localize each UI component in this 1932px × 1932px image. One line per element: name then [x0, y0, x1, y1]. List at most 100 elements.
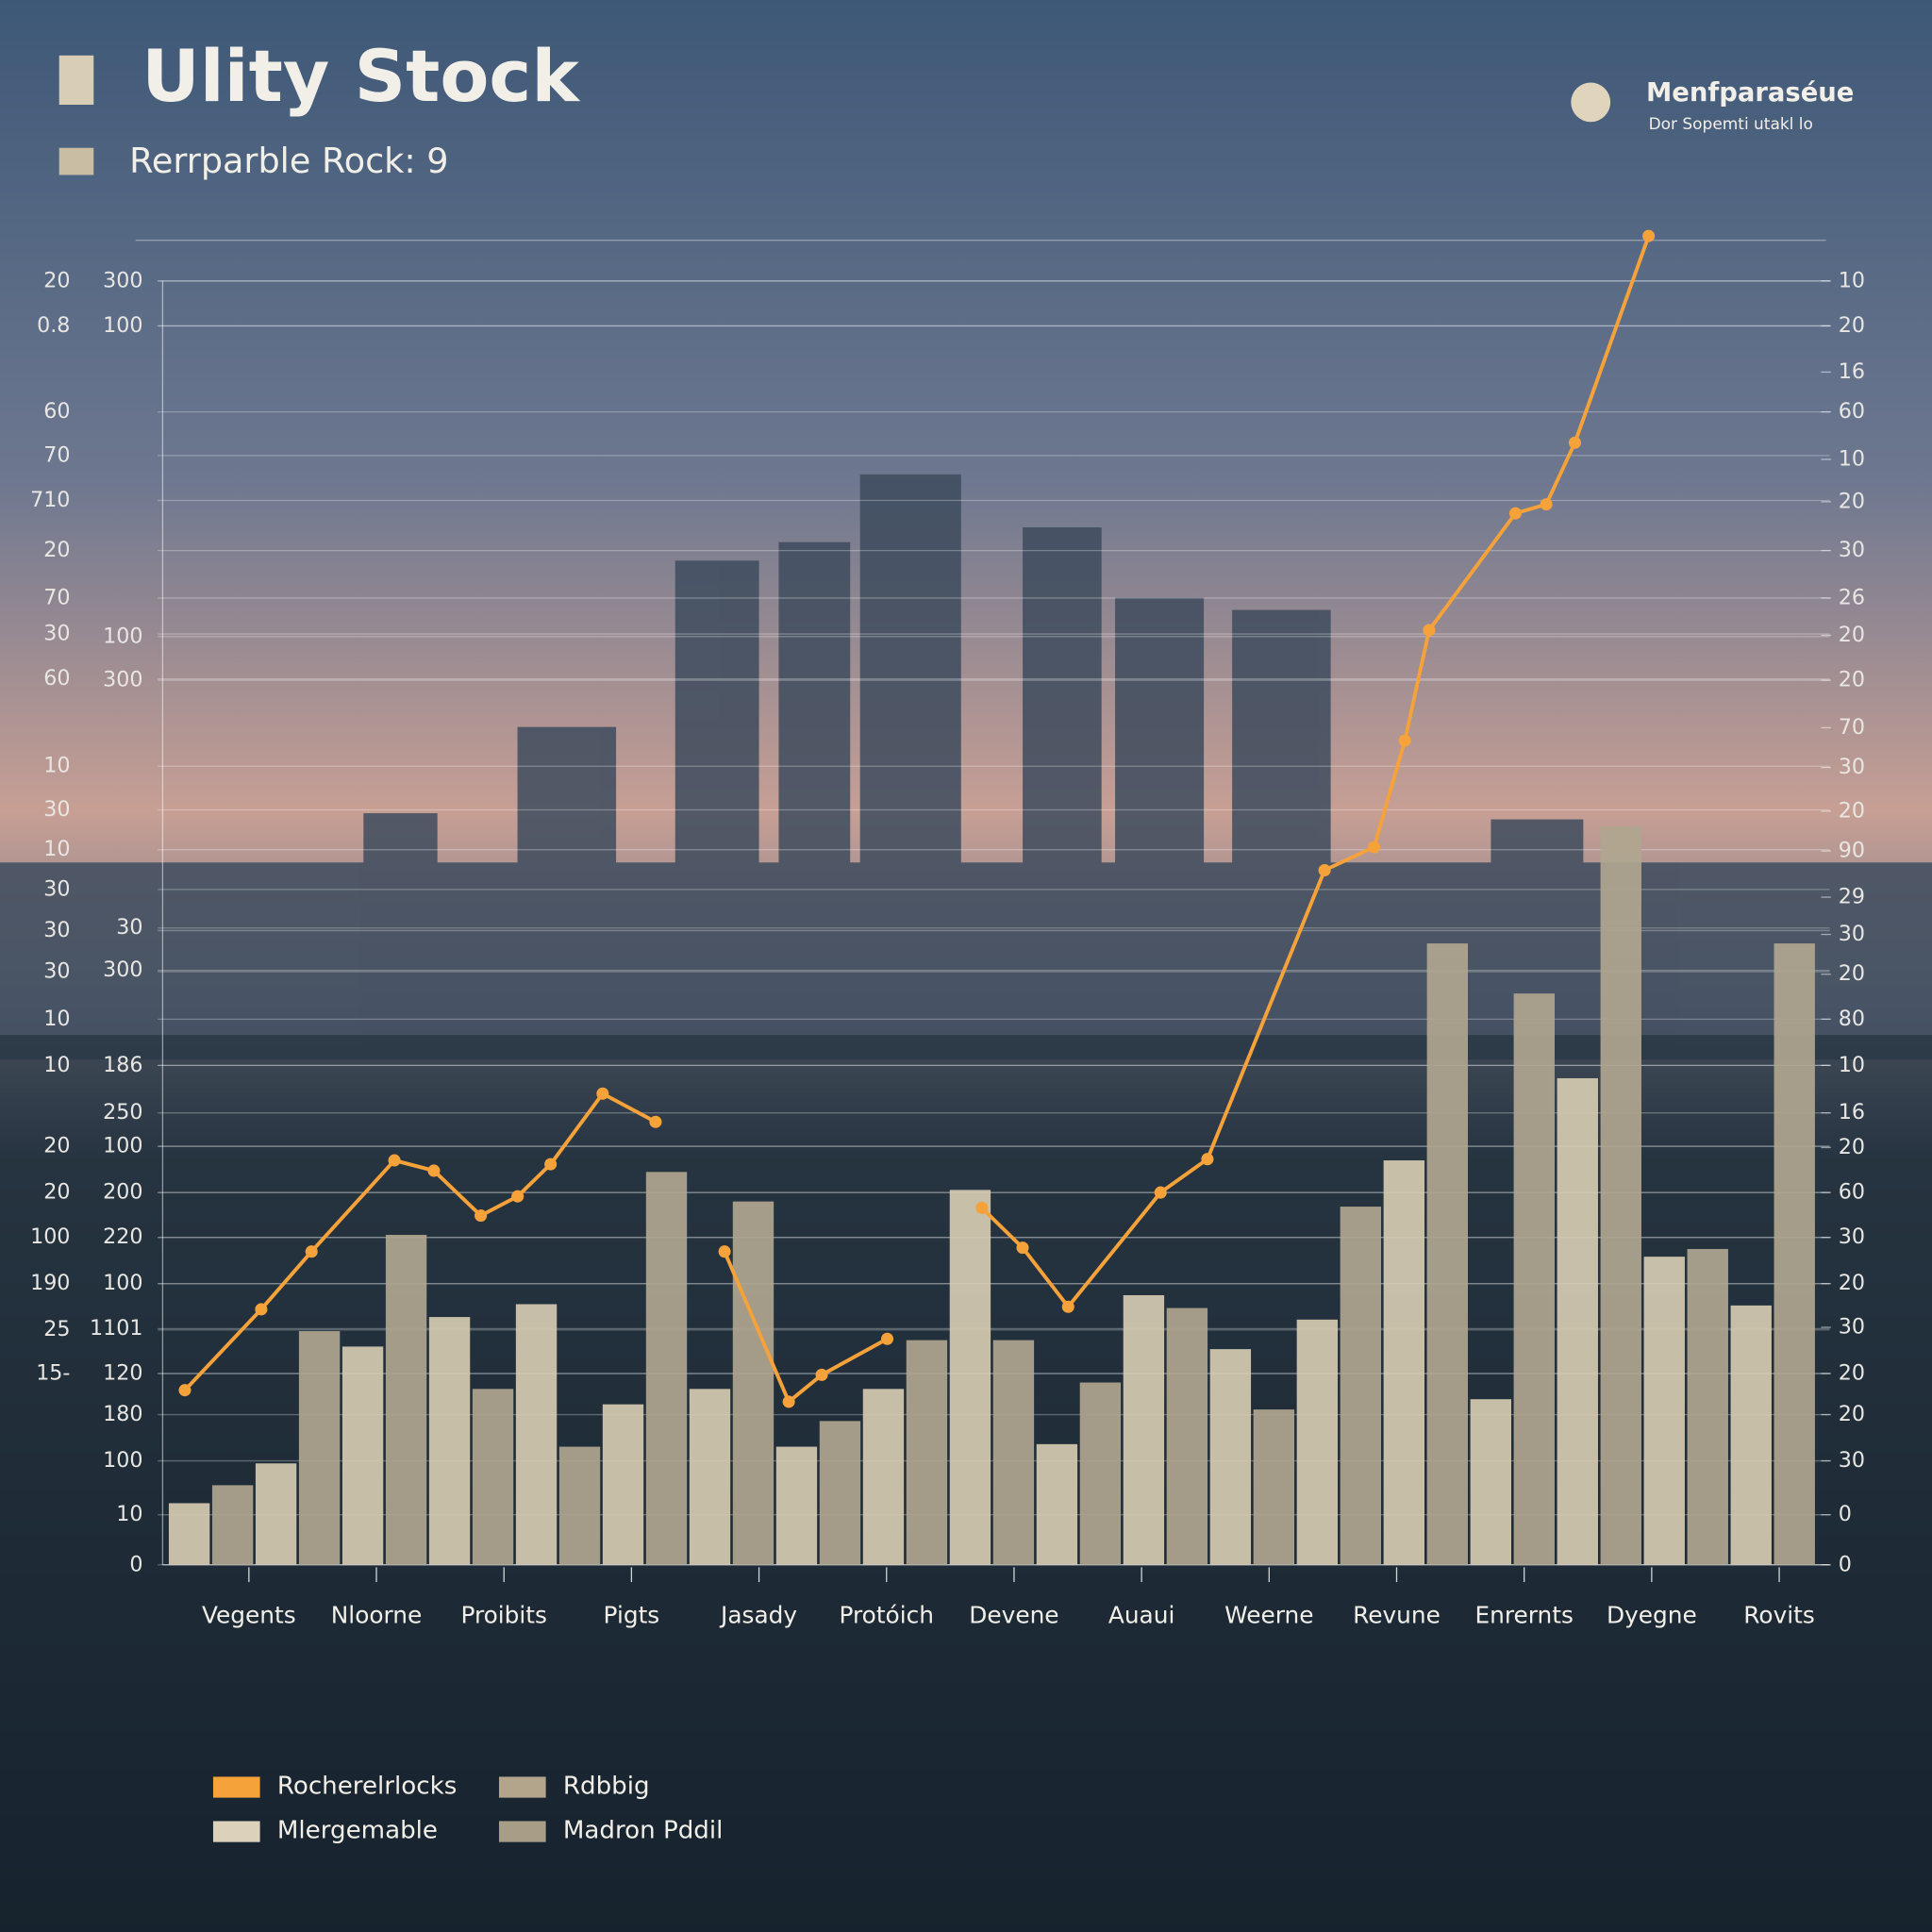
y-tick-label: 30: [1839, 1448, 1865, 1473]
badge-subtitle: Dor Sopemti utakl lo: [1649, 115, 1813, 134]
x-tick-label: Pigts: [604, 1602, 660, 1629]
y-tick-label: 100: [103, 1134, 142, 1158]
bar: [341, 1346, 384, 1565]
chart-title: Ulity Stock: [142, 35, 580, 118]
line-point: [718, 1245, 731, 1258]
x-tick-label: Protóich: [840, 1602, 934, 1629]
y-tick-label: 20: [43, 538, 70, 562]
y-tick-label: 10: [43, 1007, 70, 1031]
bar: [428, 1317, 471, 1565]
bar: [775, 1446, 818, 1565]
y-tick-label: 10: [43, 1053, 70, 1077]
title-icon: [58, 55, 94, 106]
legend-swatch: [498, 1821, 546, 1842]
bar: [1253, 1409, 1295, 1565]
y-tick-label: 16: [1839, 359, 1865, 384]
line-point: [1568, 436, 1581, 449]
y-tick-label: 220: [103, 1224, 142, 1249]
y-tick-label: 10: [1839, 1053, 1865, 1077]
bar: [1383, 1160, 1425, 1565]
line-point: [1201, 1153, 1214, 1166]
bar: [992, 1340, 1035, 1565]
y-tick-label: 20: [43, 268, 70, 292]
y-tick-label: 186: [103, 1053, 142, 1077]
line-point: [1154, 1186, 1167, 1199]
line-point: [305, 1245, 318, 1258]
y-tick-label: 60: [43, 666, 70, 691]
y-tick-label: 30: [43, 918, 70, 942]
y-tick-label: 20: [43, 1134, 70, 1158]
y-tick-label: 0.8: [37, 313, 70, 338]
y-tick-label: 100: [103, 1271, 142, 1295]
y-tick-label: 10: [43, 754, 70, 778]
y-tick-label: 20: [1839, 1271, 1865, 1295]
line-point: [544, 1158, 558, 1171]
y-tick-label: 30: [1839, 1314, 1865, 1339]
bar: [1513, 993, 1555, 1565]
line-point: [1540, 498, 1553, 511]
y-tick-label: 20: [1839, 798, 1865, 823]
y-tick-label: 20: [1839, 1360, 1865, 1385]
x-tick-label: Auaui: [1108, 1602, 1174, 1629]
y-tick-label: 300: [103, 958, 142, 982]
y-tick-label: 10: [1839, 446, 1865, 471]
y-tick-label: 250: [103, 1100, 142, 1124]
y-tick-label: 30: [116, 915, 142, 940]
line-point: [1367, 841, 1381, 854]
line-point: [511, 1190, 525, 1203]
line-point: [475, 1209, 488, 1223]
legend-label: Mlergemable: [277, 1816, 438, 1844]
legend-label: Madron Pddil: [563, 1816, 723, 1844]
bar: [1643, 1257, 1685, 1565]
y-tick-label: 20: [1839, 1135, 1865, 1159]
y-tick-label: 26: [1839, 585, 1865, 609]
bar: [645, 1172, 688, 1565]
bar: [211, 1485, 254, 1565]
badge-icon: [1571, 82, 1611, 123]
x-tick-label: Nloorne: [331, 1602, 423, 1629]
bar: [1426, 943, 1469, 1565]
y-tick-label: 20: [1839, 313, 1865, 338]
x-tick-label: Enrernts: [1474, 1602, 1573, 1629]
line-point: [782, 1395, 795, 1408]
line-point: [1508, 507, 1522, 520]
line-point: [880, 1332, 894, 1345]
line-point: [255, 1303, 268, 1316]
line-point: [178, 1384, 192, 1397]
bar: [168, 1503, 210, 1565]
x-tick-label: Dyegne: [1607, 1602, 1697, 1629]
y-tick-label: 90: [1839, 839, 1865, 863]
y-tick-label: 1101: [90, 1316, 142, 1341]
line-point: [1642, 229, 1656, 242]
line-point: [649, 1115, 662, 1128]
y-tick-label: 10: [116, 1502, 142, 1526]
y-tick-label: 100: [103, 624, 142, 648]
line-point: [1016, 1241, 1029, 1255]
line-point: [596, 1087, 609, 1100]
y-tick-label: 180: [103, 1402, 142, 1426]
bar: [298, 1331, 341, 1565]
bar: [255, 1463, 297, 1565]
bar: [472, 1389, 514, 1565]
y-tick-label: 30: [43, 797, 70, 822]
y-tick-label: 30: [1839, 755, 1865, 779]
y-tick-label: 60: [1839, 399, 1865, 424]
y-tick-label: 16: [1839, 1100, 1865, 1124]
y-tick-label: 20: [43, 1180, 70, 1205]
legend-label: Rdbbig: [563, 1772, 650, 1800]
bar: [949, 1190, 991, 1565]
y-tick-label: 25: [43, 1317, 70, 1341]
badge-title: Menfparaséue: [1646, 78, 1854, 108]
line-point: [427, 1164, 441, 1177]
bar: [1036, 1443, 1078, 1565]
x-tick-label: Weerne: [1224, 1602, 1313, 1629]
y-tick-label: 710: [30, 488, 70, 512]
y-tick-label: 70: [1839, 715, 1865, 740]
y-tick-label: 70: [43, 442, 70, 467]
line-point: [1423, 624, 1436, 637]
subtitle-icon: [58, 147, 94, 175]
bar: [862, 1389, 905, 1565]
bar: [689, 1389, 731, 1565]
x-tick-label: Jasady: [719, 1602, 797, 1629]
y-tick-label: 100: [103, 313, 142, 338]
